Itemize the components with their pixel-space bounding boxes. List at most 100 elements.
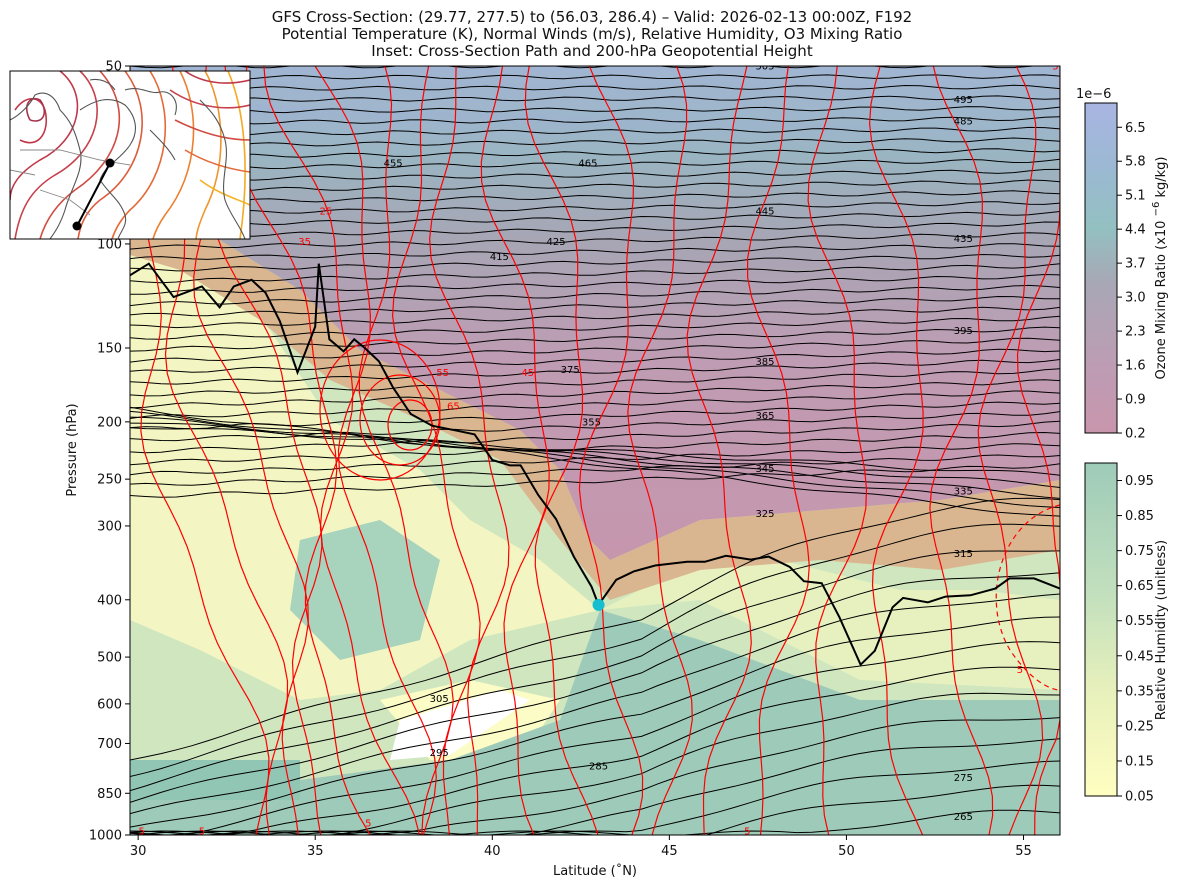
- y-tick-label: 850: [97, 787, 122, 802]
- rh-moist-region: [290, 520, 440, 660]
- ozone-colorbar-label: Ozone Mixing Ratio (x10 −6 kg/kg): [1151, 157, 1169, 380]
- wind-contours: [130, 66, 1060, 835]
- rh-colorbar-bar: [1084, 462, 1118, 797]
- ozone-tick-label: 0.2: [1125, 427, 1146, 442]
- isentrope: [130, 232, 1060, 250]
- y-tick-label: 500: [97, 651, 122, 666]
- isentrope: [130, 431, 1060, 466]
- isentrope: [130, 168, 1060, 182]
- wind-contour: [627, 66, 693, 835]
- wind-contour: [263, 66, 421, 835]
- theta-label: 315: [954, 549, 973, 560]
- theta-label: 435: [954, 234, 973, 245]
- isentrope: [130, 348, 1060, 373]
- y-tick-label: 700: [97, 737, 122, 752]
- isentrope: [130, 443, 1060, 476]
- isentrope: [130, 243, 1060, 260]
- ozone-high-band: [130, 66, 1060, 130]
- plot-frame: [129, 65, 1061, 836]
- rh-tick-label: 0.35: [1125, 684, 1154, 699]
- ozone-tick-label: 3.0: [1125, 291, 1146, 306]
- isentrope-lower: [130, 809, 1060, 835]
- theta-label: 395: [954, 326, 973, 337]
- ozone-tick-label: 3.7: [1125, 257, 1146, 272]
- wind-label: 5: [199, 827, 205, 838]
- rh-tick-label: 0.25: [1125, 719, 1154, 734]
- isentrope-lower: [130, 784, 1060, 835]
- plot-fields: 5054954854654554454354254153953853753653…: [130, 62, 1060, 838]
- ozone-tick-label: 0.9: [1125, 393, 1146, 408]
- y-tick-label: 250: [97, 473, 122, 488]
- theta-label: 265: [954, 812, 973, 823]
- ozone-colorbar: 1e−6 0.2 0.9 1.6 2.3 3.0 3.7 4.4 5.1 5.8 6.5 Ozon…: [1076, 87, 1169, 442]
- isentrope: [130, 390, 1060, 419]
- isentrope-lower: [130, 550, 1060, 792]
- isentrope: [130, 148, 1060, 159]
- theta-label: 355: [582, 417, 601, 428]
- y-tick-label: 1000: [89, 829, 122, 844]
- isentrope: [130, 416, 1060, 499]
- theta-label: 305: [430, 694, 449, 705]
- wind-contour: [391, 66, 481, 835]
- wind-label: 5: [1052, 62, 1058, 73]
- ozone-tick-label: 4.4: [1125, 223, 1146, 238]
- isentrope: [130, 95, 1060, 103]
- inset-path-end: [105, 158, 115, 168]
- isentrope: [130, 221, 1060, 239]
- x-axis: 30 35 40 45 50 55: [130, 835, 1032, 859]
- wind-contour: [807, 66, 868, 835]
- rh-white-patch: [390, 690, 530, 760]
- isentrope-lower: [130, 641, 1060, 835]
- ozone-tick-label: 1.6: [1125, 359, 1146, 374]
- wind-label: 55: [436, 368, 449, 379]
- rh-tick-label: 0.75: [1125, 544, 1154, 559]
- rh-tick-label: 0.05: [1125, 790, 1154, 805]
- theta-label: 415: [490, 252, 509, 263]
- wind-contour: [480, 66, 550, 835]
- wind-contour: [578, 66, 644, 835]
- theta-label: 485: [954, 117, 973, 128]
- y-tick-label: 400: [97, 593, 122, 608]
- wind-contour: [1016, 66, 1060, 835]
- isentrope-lower: [130, 523, 1060, 777]
- theta-label: 345: [755, 464, 774, 475]
- y-tick-label: 100: [97, 237, 122, 252]
- y-tick-label: 200: [97, 415, 122, 430]
- wind-contour: [314, 66, 437, 835]
- wind-contour: [358, 66, 454, 835]
- rh-dry-region: [130, 240, 600, 700]
- isentrope-lower: [130, 717, 1060, 835]
- theta-label: 495: [954, 95, 973, 106]
- isentrope-lower: [130, 616, 1060, 828]
- wind-contour: [746, 66, 810, 835]
- ozone-tick-label: 2.3: [1125, 325, 1146, 340]
- theta-label: 505: [755, 62, 774, 73]
- x-tick-label: 45: [661, 844, 678, 859]
- isentrope: [130, 126, 1060, 137]
- x-tick-label: 50: [838, 844, 855, 859]
- wind-label: 5: [138, 827, 144, 838]
- rh-tick-label: 0.95: [1125, 474, 1154, 489]
- isentrope: [130, 211, 1060, 227]
- wind-label: 5: [1017, 665, 1023, 676]
- isentrope: [130, 454, 1060, 486]
- isentrope: [130, 273, 1060, 295]
- tropopause-line: [130, 262, 1060, 667]
- isentrope: [130, 116, 1060, 125]
- isentrope: [130, 106, 1060, 114]
- theta-label: 295: [430, 748, 449, 759]
- y-axis-label: Pressure (hPa): [65, 403, 80, 496]
- inset-height-contours: [10, 71, 250, 239]
- theta-label: 375: [561, 365, 580, 376]
- x-axis-label: Latitude (˚N): [553, 863, 637, 879]
- isentrope: [130, 84, 1060, 91]
- wind-contour: [868, 66, 924, 835]
- isentrope: [130, 284, 1060, 307]
- inset-background: [10, 71, 250, 239]
- y-tick-label: 150: [97, 342, 122, 357]
- ozone-tick-label: 6.5: [1125, 121, 1146, 136]
- theta-label: 285: [589, 762, 608, 773]
- isentrope: [130, 379, 1060, 409]
- theta-label: 365: [755, 411, 774, 422]
